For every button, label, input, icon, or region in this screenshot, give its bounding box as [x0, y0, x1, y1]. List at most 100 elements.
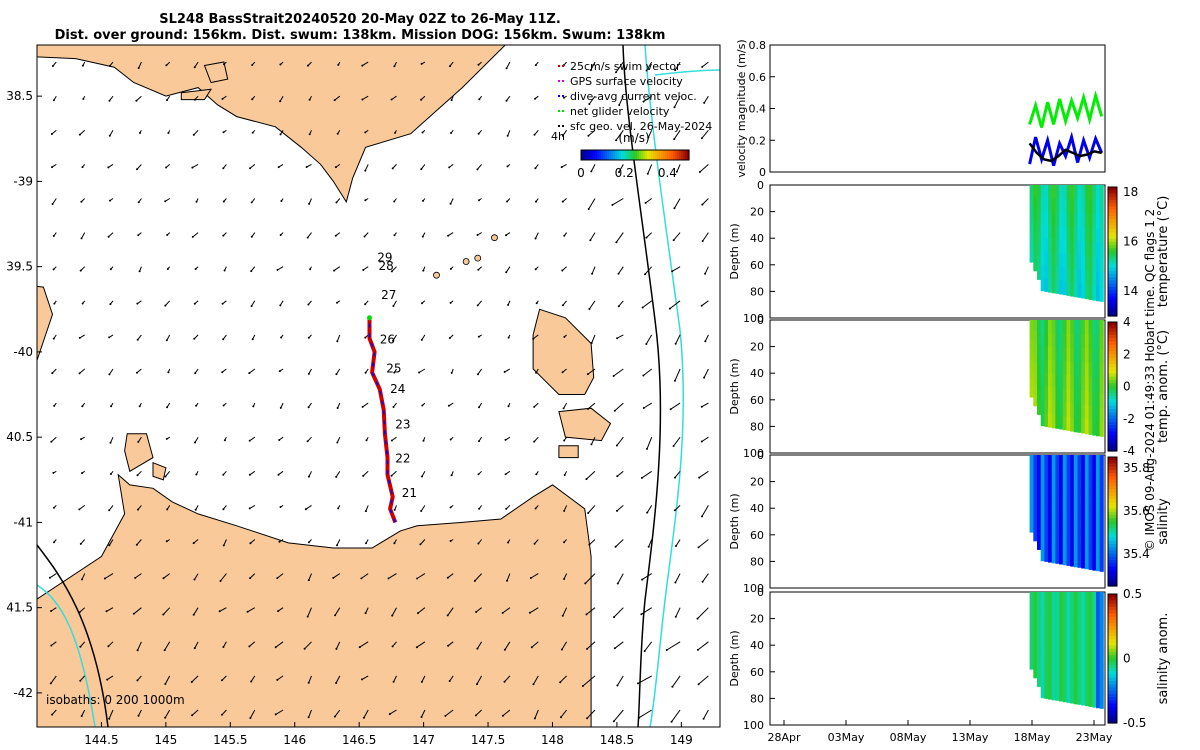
heatmap-cell [1066, 267, 1071, 283]
sfc-velocity-arrow [698, 675, 709, 685]
velocity-y-tick-label: 0.2 [749, 134, 767, 147]
sfc-velocity-arrow [416, 573, 426, 579]
sfc-velocity-arrow [534, 709, 539, 719]
heatmap-cell [1037, 455, 1042, 468]
time-x-tick-label: 18May [1014, 731, 1051, 744]
heatmap-cell [1048, 278, 1053, 293]
heatmap-cell [1059, 605, 1064, 620]
heatmap-cell [1084, 348, 1090, 364]
sfc-velocity-arrowhead [419, 543, 422, 546]
sfc-velocity-arrowhead [637, 682, 639, 685]
heatmap-cell [1048, 225, 1053, 239]
heatmap-cell [1088, 634, 1093, 650]
sfc-velocity-arrowhead [665, 649, 668, 651]
heatmap-cell [1033, 227, 1038, 240]
sfc-velocity-arrowhead [420, 510, 423, 512]
sfc-velocity-arrow [250, 675, 256, 682]
colorbar-segment [1108, 556, 1117, 561]
heatmap-cell [1033, 476, 1038, 488]
sfc-velocity-arrowhead [222, 544, 225, 547]
colorbar-segment [1108, 376, 1117, 381]
colorbar-segment [1108, 216, 1117, 220]
heatmap-cell [1081, 348, 1086, 363]
heatmap-cell [1059, 360, 1064, 375]
heatmap-cell [1040, 399, 1045, 413]
sfc-velocity-arrowhead [364, 303, 367, 306]
heatmap-cell [1070, 633, 1075, 648]
sfc-velocity-arrowhead [279, 304, 282, 307]
map-y-tick-label: -42 [13, 686, 33, 700]
sfc-velocity-arrowhead [191, 166, 194, 169]
sfc-velocity-arrowhead [250, 201, 253, 204]
heatmap-cell [1084, 334, 1090, 349]
sfc-velocity-arrowhead [420, 338, 423, 341]
sfc-velocity-arrow [249, 368, 256, 374]
heatmap-cell [1033, 206, 1038, 218]
heatmap-cell [1055, 279, 1060, 294]
sfc-velocity-arrow [586, 607, 596, 615]
sfc-velocity-arrowhead [166, 508, 169, 511]
heatmap-cell [1033, 634, 1038, 647]
sfc-velocity-arrowhead [533, 717, 536, 720]
heatmap-cell [1059, 455, 1064, 470]
map-y-tick-label: 41.5 [6, 601, 33, 615]
sfc-velocity-arrowhead [638, 716, 641, 719]
heatmap-cell [1051, 373, 1056, 388]
sfc-velocity-arrowhead [473, 579, 476, 582]
sfc-velocity-arrow [589, 539, 596, 545]
sfc-velocity-arrowhead [193, 337, 196, 340]
colorbar-tick-label: -0.5 [1123, 716, 1146, 730]
heatmap-y-axis-label: Depth (m) [728, 223, 741, 279]
sfc-velocity-arrow [249, 573, 256, 579]
heatmap-y-tick-label: 40 [750, 502, 764, 515]
colorbar-segment [1108, 619, 1117, 624]
heatmap-cell [1077, 241, 1082, 256]
heatmap-cell [1066, 496, 1071, 511]
sfc-velocity-arrow [531, 641, 539, 648]
sfc-velocity-arrow [616, 675, 624, 686]
sfc-velocity-arrow [50, 607, 57, 612]
sfc-velocity-arrow [81, 709, 86, 717]
sfc-velocity-arrowhead [137, 67, 140, 69]
sfc-velocity-arrowhead [78, 133, 81, 136]
heatmap-cell [1096, 649, 1101, 665]
heatmap-cell [1084, 213, 1090, 229]
sfc-velocity-arrowhead [450, 474, 453, 477]
sfc-velocity-arrowhead [560, 166, 563, 169]
heatmap-cell [1044, 386, 1049, 401]
sfc-velocity-arrow [136, 95, 142, 102]
sfc-velocity-arrow [247, 607, 256, 613]
sfc-velocity-arrowhead [336, 544, 338, 547]
sfc-velocity-arrowhead [533, 133, 536, 136]
heatmap-cell [1033, 602, 1038, 614]
heatmap-cell [1029, 377, 1034, 388]
sfc-velocity-arrowhead [107, 235, 110, 238]
heatmap-cell [1059, 509, 1064, 524]
heatmap-y-tick-label: 0 [757, 314, 764, 327]
sfc-velocity-arrow [703, 709, 709, 720]
colorbar-segment [1108, 383, 1117, 388]
sfc-velocity-arrow [702, 232, 709, 242]
sfc-velocity-arrow [275, 641, 284, 648]
sfc-velocity-arrowhead [50, 133, 53, 135]
sfc-velocity-arrow [502, 607, 511, 614]
map-colorbar-segment [633, 150, 636, 160]
colorbar-segment [1108, 286, 1117, 291]
sfc-velocity-arrowhead [165, 166, 168, 169]
sfc-velocity-arrow [447, 641, 454, 647]
sfc-velocity-arrowhead [450, 99, 453, 102]
colorbar-segment [1108, 412, 1117, 417]
sfc-velocity-arrowhead [364, 169, 367, 172]
sfc-velocity-arrow [670, 402, 681, 410]
sfc-velocity-arrowhead [704, 340, 707, 343]
sfc-velocity-arrowhead [702, 717, 705, 720]
sfc-velocity-arrowhead [221, 97, 224, 100]
sfc-velocity-arrowhead [533, 440, 536, 443]
heatmap-cell [1033, 624, 1038, 636]
sfc-velocity-arrowhead [163, 649, 166, 652]
sfc-velocity-arrow [615, 232, 624, 243]
sfc-velocity-arrowhead [361, 64, 364, 67]
time-x-tick-label: 13May [952, 731, 989, 744]
